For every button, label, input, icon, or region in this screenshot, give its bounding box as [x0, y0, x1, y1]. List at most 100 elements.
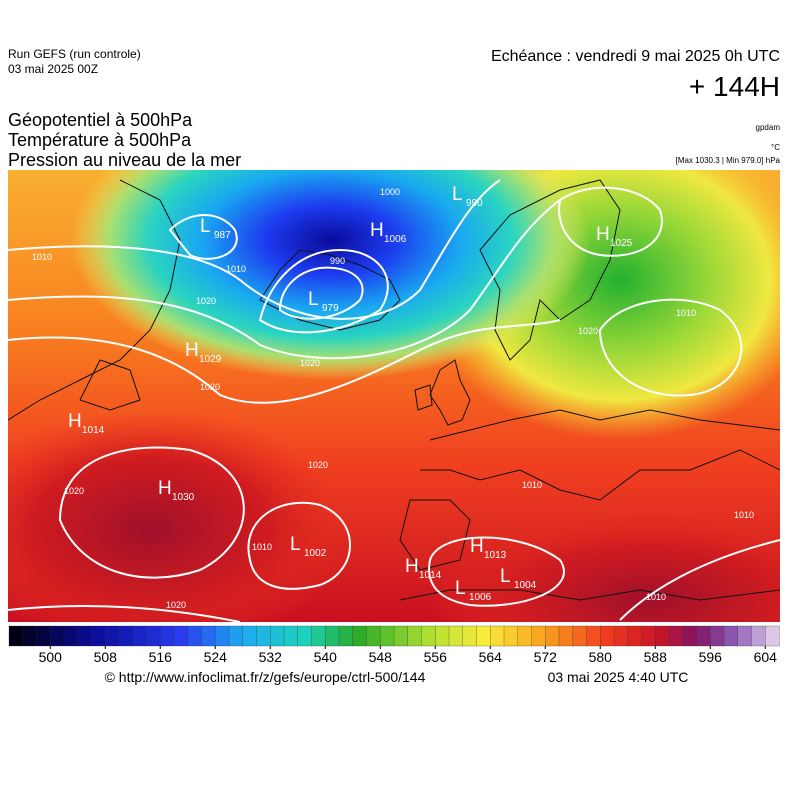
center-value: 990 [466, 198, 483, 209]
colorbar-cell [682, 625, 697, 647]
colorbar-cell [22, 625, 37, 647]
colorbar-cell [751, 625, 766, 647]
isobar-label: 1010 [522, 480, 542, 490]
isobar-label: 1010 [646, 592, 666, 602]
colorbar-cell [132, 625, 147, 647]
colorbar-cell [641, 625, 656, 647]
isobar-label: 1020 [200, 382, 220, 392]
run-date: 03 mai 2025 00Z [8, 62, 98, 76]
unit: °C [771, 143, 780, 152]
colorbar-cell [160, 625, 175, 647]
isobars [8, 179, 780, 622]
colorbar-cell [586, 625, 601, 647]
center-value: 1013 [484, 550, 507, 561]
isobar-label: 990 [330, 256, 345, 266]
colorbar-cell [173, 625, 189, 647]
colorbar-cell [215, 625, 230, 647]
colorbar-cell [765, 625, 780, 647]
center-value: 1014 [419, 570, 442, 581]
isobar-label: 1010 [32, 252, 52, 262]
colorbar-cell [393, 625, 409, 647]
isobar-label: 1020 [308, 460, 328, 470]
colorbar-cell [283, 625, 299, 647]
unit: gpdam [756, 123, 781, 132]
issued: 03 mai 2025 4:40 UTC [548, 669, 689, 685]
colorbar-label: 572 [534, 649, 558, 665]
source: © http://www.infoclimat.fr/z/gefs/europe… [105, 669, 426, 685]
colorbar-cell [448, 625, 464, 647]
field-name: Pression au niveau de la mer [8, 150, 241, 170]
center-type: H [370, 220, 384, 241]
colorbar-label: 604 [754, 649, 778, 665]
unit: [Max 1030.3 | Min 979.0] hPa [676, 156, 781, 165]
colorbar-label: 524 [204, 649, 228, 665]
colorbar-label: 596 [699, 649, 723, 665]
isobar-label: 1020 [578, 326, 598, 336]
center-type: H [68, 411, 82, 432]
colorbar: 500 508 516 524 532 540 548 556 564 572 580 588 596 6… [8, 625, 780, 665]
warm-area [8, 410, 350, 622]
center-type: H [405, 556, 419, 577]
center-value: 1025 [610, 238, 633, 249]
center-type: L [500, 566, 511, 587]
colorbar-label: 516 [149, 649, 173, 665]
lead-time: + 144H [689, 71, 780, 102]
colorbar-cell [8, 625, 24, 647]
colorbar-cell [256, 625, 271, 647]
coastlines [8, 179, 780, 601]
center-value: 1029 [199, 354, 222, 365]
field-name: Géopotentiel à 500hPa [8, 110, 193, 130]
colorbar-cell [572, 625, 587, 647]
colorbar-cell [50, 625, 65, 647]
run-name: Run GEFS (run controle) [8, 47, 141, 61]
center-value: 979 [322, 303, 339, 314]
colorbar-cell [655, 625, 670, 647]
isobar-label: 1020 [64, 486, 84, 496]
colorbar-label: 588 [644, 649, 668, 665]
isobar-label: 1010 [734, 510, 754, 520]
colorbar-cell [545, 625, 560, 647]
colorbar-cell [187, 625, 202, 647]
valid-time: Echéance : vendredi 9 mai 2025 0h UTC [491, 48, 780, 65]
center-value: 1002 [304, 548, 327, 559]
colorbar-cell [270, 625, 285, 647]
colorbar-cell [723, 625, 739, 647]
colorbar-label: 540 [314, 649, 338, 665]
colorbar-cell [435, 625, 450, 647]
colorbar-cell [710, 625, 725, 647]
colorbar-cell [242, 625, 257, 647]
colorbar-cell [118, 625, 134, 647]
isobar-label: 1020 [300, 358, 320, 368]
center-value: 987 [214, 230, 231, 241]
center-type: L [455, 578, 466, 599]
colorbar-label: 556 [424, 649, 448, 665]
colorbar-cell [613, 625, 629, 647]
colorbar-cell [228, 625, 244, 647]
colorbar-cell [380, 625, 395, 647]
colorbar-cell [36, 625, 51, 647]
isobar-label: 1020 [166, 600, 186, 610]
colorbar-label: 564 [479, 649, 503, 665]
isobar-labels: 1010 1010 1020 1020 1020 1010 1020 1000 990 1020 1… [32, 187, 754, 610]
colorbar-cell [558, 625, 574, 647]
colorbar-cell [668, 625, 684, 647]
isobar-label: 1010 [252, 542, 272, 552]
center-type: H [470, 536, 484, 557]
colorbar-cell [476, 625, 491, 647]
center-type: H [596, 224, 610, 245]
map [8, 170, 780, 622]
center-value: 1014 [82, 425, 105, 436]
isobar-label: 1000 [380, 187, 400, 197]
colorbar-label: 500 [39, 649, 63, 665]
colorbar-cell [421, 625, 436, 647]
colorbar-cell [352, 625, 367, 647]
colorbar-cell [63, 625, 79, 647]
colorbar-label: 532 [259, 649, 283, 665]
colorbar-cell [737, 625, 752, 647]
isobar-label: 1010 [676, 308, 696, 318]
center-type: H [158, 478, 172, 499]
colorbar-cell [311, 625, 326, 647]
colorbar-cell [517, 625, 532, 647]
